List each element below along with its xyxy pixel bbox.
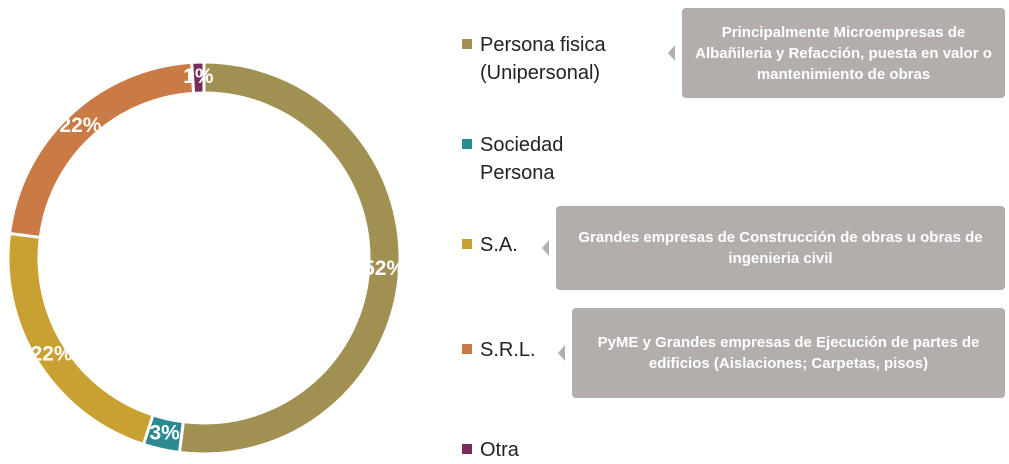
legend-item: Persona fisica (Unipersonal) <box>462 33 640 87</box>
donut-segment <box>6 231 155 447</box>
legend-label: S.A. <box>480 234 518 256</box>
data-label: 1% <box>183 65 214 88</box>
legend-swatch <box>462 239 472 249</box>
legend-item: Otra <box>462 438 640 464</box>
legend-item: Sociedad Persona <box>462 133 640 187</box>
legend-item: S.R.L. <box>462 338 640 364</box>
legend-label: Sociedad Persona <box>480 134 564 184</box>
data-label: 22% <box>59 114 101 137</box>
callout: Principalmente Microempresas de Albañile… <box>668 8 1005 98</box>
callout: Grandes empresas de Construcción de obra… <box>542 206 1005 290</box>
legend-swatch <box>462 444 472 454</box>
data-label: 22% <box>31 342 73 365</box>
legend-swatch <box>462 39 472 49</box>
callout: PyME y Grandes empresas de Ejecución de … <box>558 308 1005 398</box>
legend-swatch <box>462 344 472 354</box>
donut-segment <box>190 60 206 95</box>
legend-label: Otra <box>480 439 519 461</box>
donut-segment <box>7 60 196 239</box>
data-label: 3% <box>149 422 180 445</box>
legend-swatch <box>462 139 472 149</box>
data-label: 52% <box>363 257 405 280</box>
legend-label: Persona fisica (Unipersonal) <box>480 34 606 84</box>
legend-label: S.R.L. <box>480 339 536 361</box>
legend-item: S.A. <box>462 233 640 259</box>
